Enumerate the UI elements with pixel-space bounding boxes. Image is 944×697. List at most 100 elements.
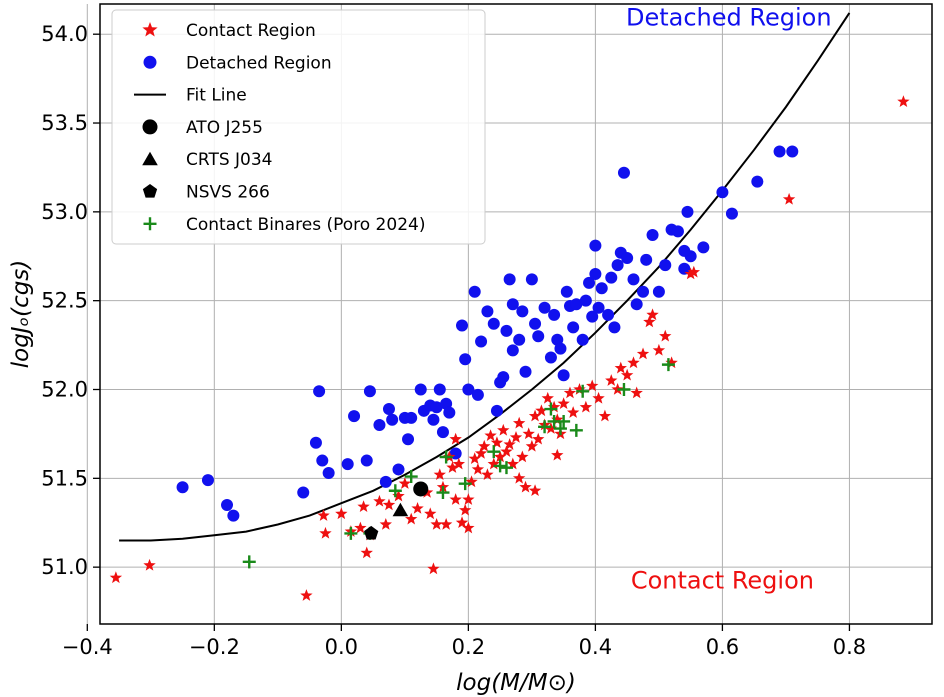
legend-marker-nsvs-266: [142, 184, 158, 198]
detached-region-point: [646, 228, 659, 241]
contact-binares-poro-2024-point: [553, 422, 567, 436]
detached-region-point: [481, 305, 494, 318]
detached-region-point: [348, 410, 361, 423]
detached-region-point: [459, 353, 472, 366]
detached-region-point: [529, 317, 542, 330]
contact-binares-poro-2024-point: [242, 555, 256, 569]
legend-label: Contact Region: [186, 21, 316, 41]
contact-region-point: [357, 500, 370, 513]
contact-region-point: [471, 462, 485, 475]
contact-region-point: [551, 413, 564, 425]
contact-region-point: [462, 521, 475, 534]
contact-region-point: [373, 494, 386, 507]
contact-region-point: [500, 445, 513, 457]
contact-region-point: [433, 468, 446, 481]
contact-region-point: [300, 589, 313, 601]
contact-region-point: [143, 558, 156, 571]
detached-region-point: [538, 301, 551, 314]
contact-region-point: [446, 461, 459, 473]
detached-region-point: [402, 433, 415, 446]
detached-region-point: [475, 335, 488, 348]
contact-region-point: [532, 432, 545, 445]
detached-region-point: [621, 252, 634, 265]
detached-region-point: [471, 388, 484, 401]
contact-region-point: [424, 507, 437, 520]
detached-region-point: [313, 385, 326, 398]
contact-region-point: [541, 391, 554, 404]
contact-binares-poro-2024-point: [538, 420, 552, 434]
contact-region-point: [665, 356, 678, 369]
detached-region-point: [430, 401, 443, 414]
detached-region-point: [363, 385, 376, 398]
contact-region-point: [497, 423, 510, 436]
detached-region-point: [373, 419, 386, 432]
detached-region-point: [773, 145, 786, 158]
legend-marker-ato-j255: [142, 119, 158, 135]
detached-region-point: [678, 262, 691, 275]
contact-region-point: [335, 507, 348, 520]
y-tick-label: 52.0: [41, 378, 88, 402]
contact-region-point: [525, 439, 539, 452]
contact-binares-poro-2024-point: [404, 470, 418, 484]
contact-region-point: [382, 498, 396, 511]
contact-binares-poro-2024-point: [499, 461, 513, 475]
contact-region-point: [398, 477, 412, 489]
legend-label: Fit Line: [186, 86, 247, 106]
detached-region-point: [611, 259, 624, 272]
contact-region-point: [586, 379, 599, 392]
detached-region-point: [506, 344, 519, 357]
region-annotation: Detached Region: [626, 3, 832, 31]
contact-region-point: [535, 404, 548, 417]
detached-region-point: [589, 268, 602, 281]
detached-region-point: [316, 454, 329, 467]
crts-j034-point: [392, 502, 409, 517]
detached-region-point: [506, 298, 519, 311]
contact-region-point: [573, 383, 586, 395]
detached-region-point: [637, 285, 650, 298]
contact-region-point: [557, 397, 570, 409]
detached-region-point: [532, 330, 545, 343]
detached-region-point: [436, 426, 449, 439]
y-axis-label: logJₒ(cgs): [8, 260, 34, 369]
contact-region-point: [468, 452, 481, 465]
detached-region-point: [468, 285, 481, 298]
detached-region-point: [630, 298, 643, 311]
legend-label: NSVS 266: [186, 183, 270, 203]
detached-region-point: [681, 205, 694, 218]
detached-region-point: [557, 369, 570, 382]
contact-region-point: [684, 267, 697, 280]
y-tick-label: 53.0: [41, 200, 88, 224]
contact-region-point: [630, 386, 643, 399]
legend-marker-crts-j034: [142, 151, 158, 166]
legend-label: Contact Binares (Poro 2024): [186, 215, 425, 235]
y-tick-label: 52.5: [41, 289, 88, 313]
detached-region-point: [221, 498, 234, 511]
fit-line-layer: [119, 12, 851, 542]
detached-region-point: [576, 333, 589, 346]
contact-region-point: [487, 457, 500, 470]
ato-j255-point: [413, 481, 429, 497]
contact-region-point: [659, 329, 672, 342]
detached-region-point: [386, 413, 399, 426]
contact-region-point: [512, 471, 526, 484]
contact-region-point: [592, 391, 605, 404]
contact-region-point: [405, 512, 418, 525]
x-tick-label: 0.4: [579, 635, 612, 659]
contact-region-point: [528, 409, 542, 422]
contact-binares-poro-2024-point: [439, 450, 453, 464]
contact-binares-poro-2024-point: [569, 423, 583, 437]
contact-region-point: [506, 457, 520, 470]
data-points: [109, 95, 910, 601]
detached-region-point: [433, 383, 446, 396]
axis-ticks: −0.4 −0.2 0.0 0.2 0.4 0.6 0.8 51.0 51.5 52.0 52.5 5…: [41, 22, 866, 659]
x-axis-label: log(M/M⊙): [456, 670, 576, 696]
detached-region-point: [497, 371, 510, 384]
region-annotations: Detached Region Contact Region: [626, 3, 832, 594]
contact-region-point: [522, 427, 535, 440]
contact-region-point: [598, 409, 612, 422]
legend-label: CRTS J034: [186, 150, 273, 170]
detached-region-point: [570, 298, 583, 311]
contact-region-point: [379, 518, 392, 530]
contact-region-point: [465, 475, 478, 488]
